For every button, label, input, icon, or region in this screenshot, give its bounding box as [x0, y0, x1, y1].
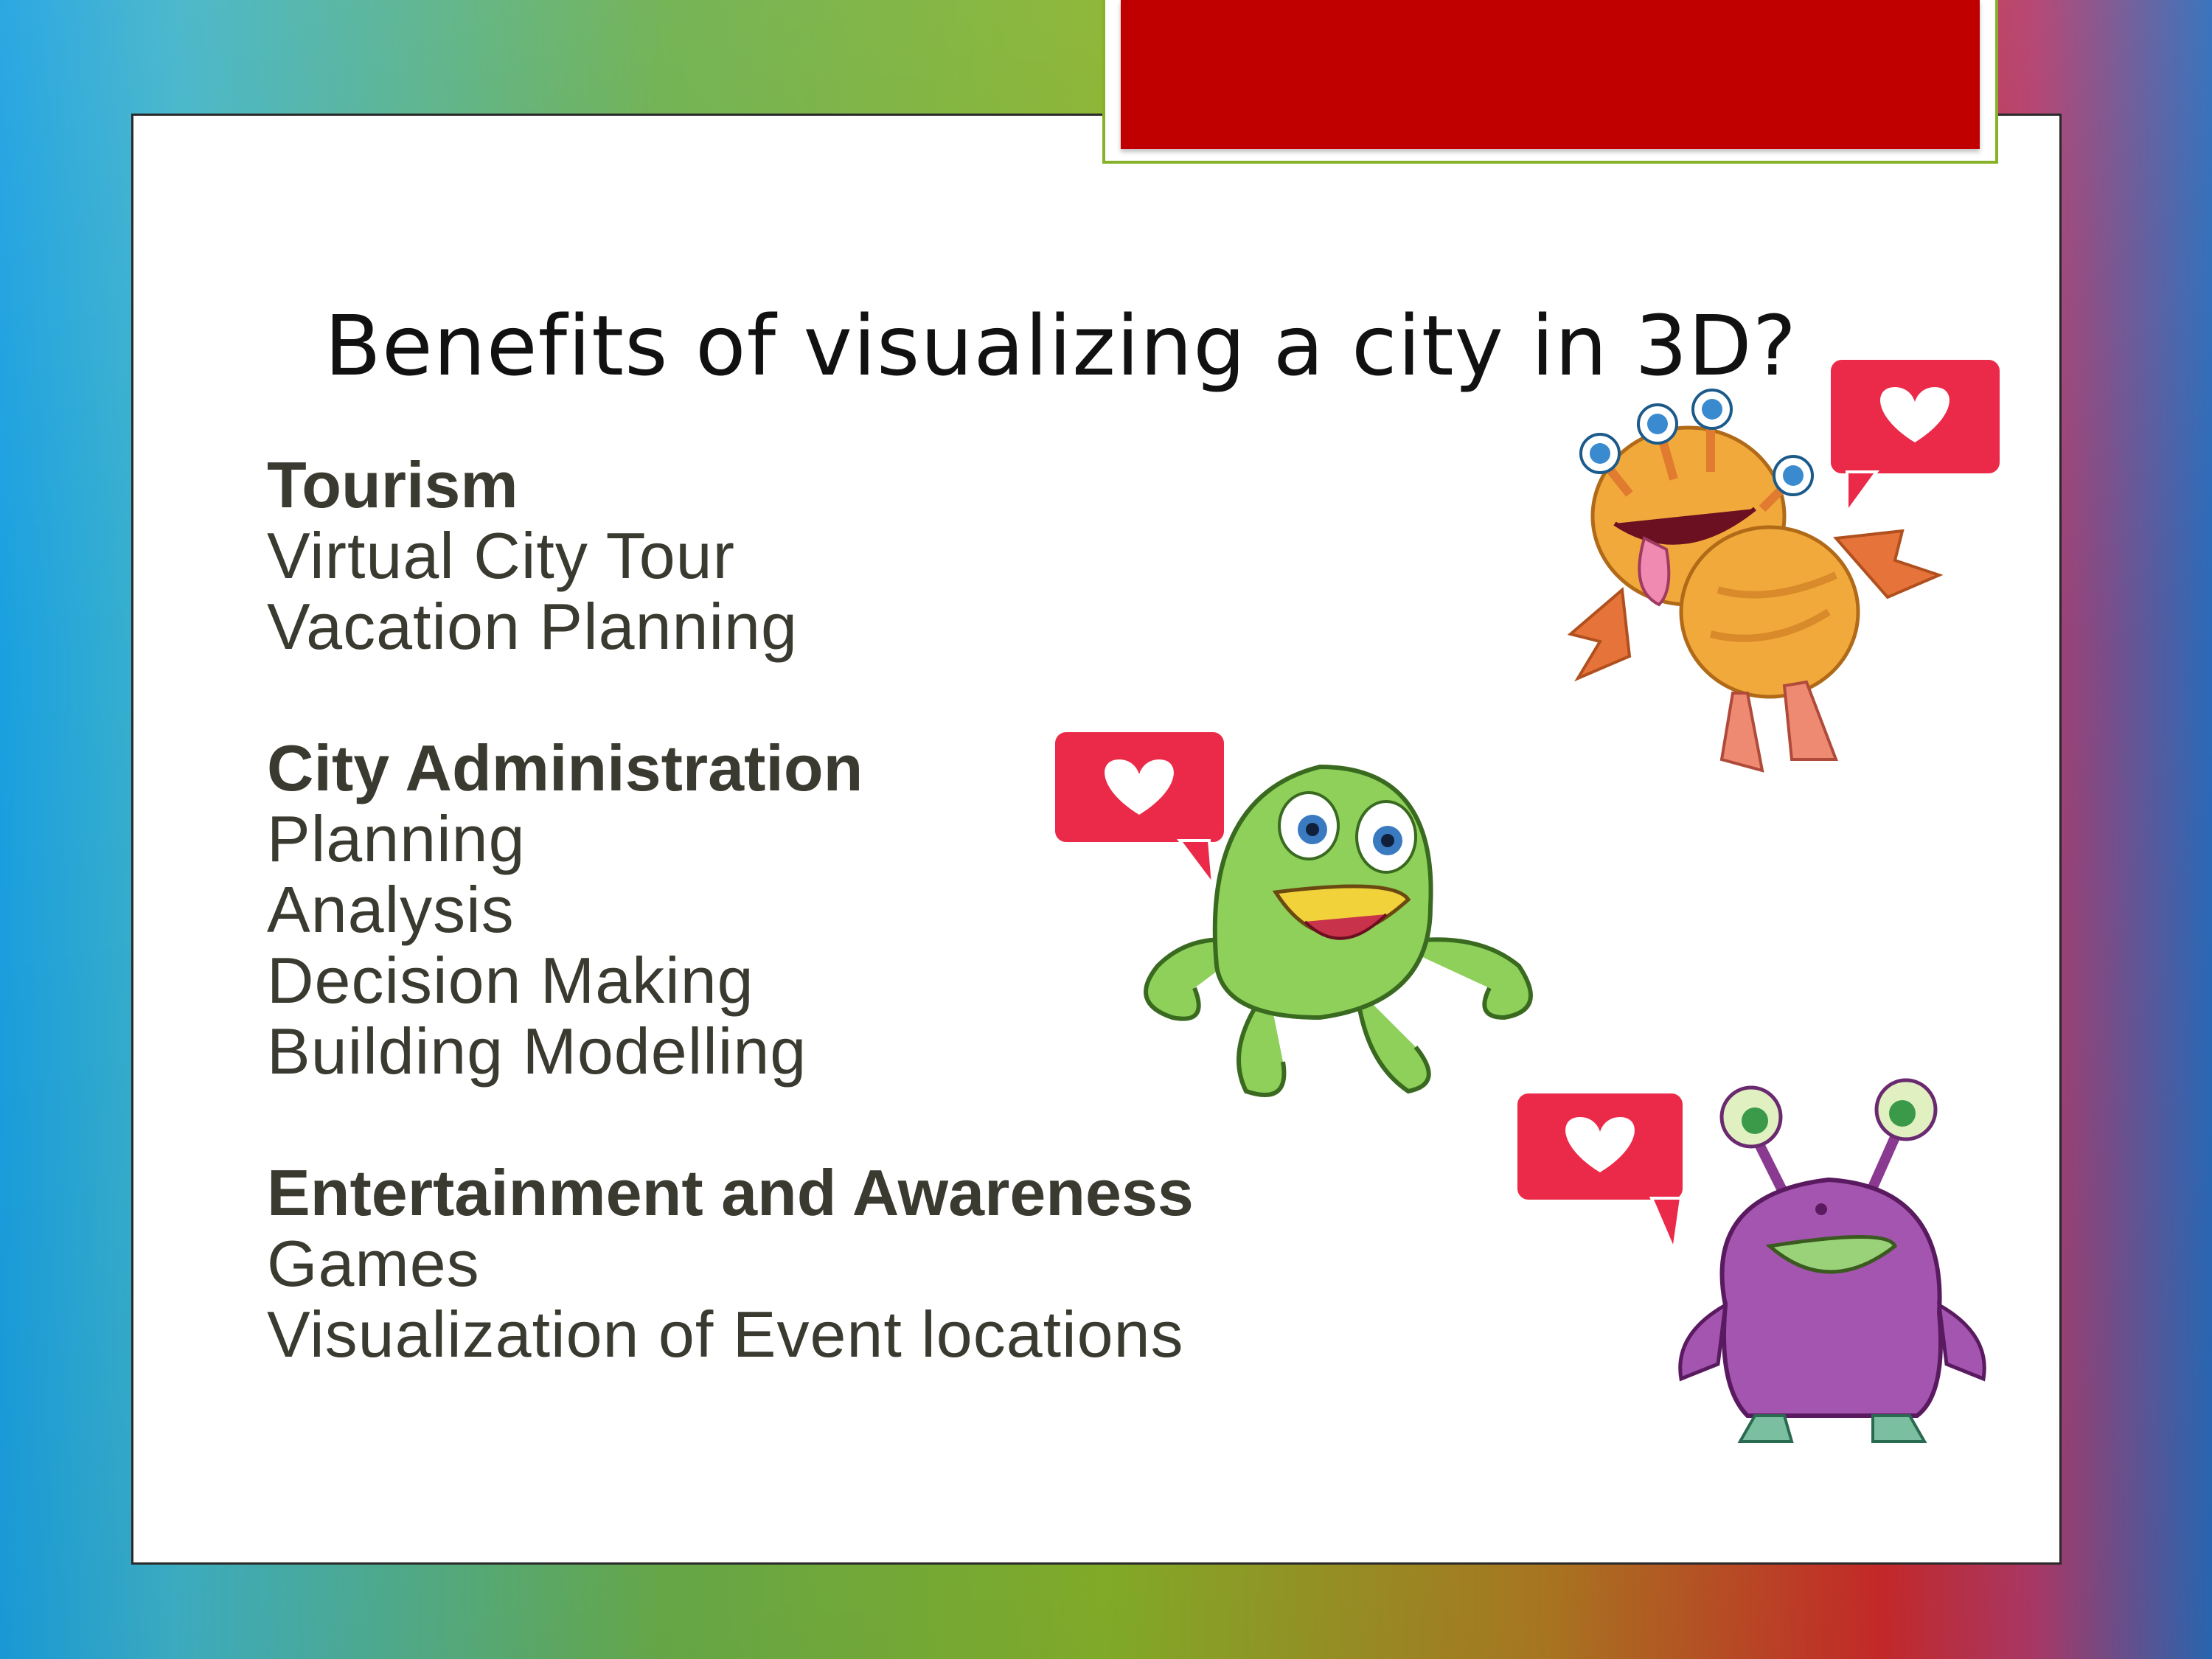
slide-title: Benefits of visualizing a city in 3D?	[324, 299, 1798, 394]
section-entertainment: Entertainment and Awareness Games Visual…	[267, 1158, 1194, 1370]
list-item: Decision Making	[267, 944, 754, 1017]
section-heading: Tourism	[267, 448, 518, 521]
list-item: Visualization of Event locations	[267, 1298, 1184, 1371]
list-item: Vacation Planning	[267, 590, 798, 663]
header-tab	[1121, 0, 1980, 149]
section-tourism: Tourism Virtual City Tour Vacation Plann…	[267, 450, 1194, 662]
heart-bubble-icon	[1051, 728, 1228, 890]
section-city-administration: City Administration Planning Analysis De…	[267, 733, 1194, 1087]
heart-icon	[1565, 1117, 1635, 1172]
purple-monster-illustration	[1513, 1078, 1986, 1443]
list-item: Building Modelling	[267, 1015, 807, 1088]
heart-bubble-icon	[1826, 355, 2004, 518]
list-item: Virtual City Tour	[267, 519, 735, 592]
heart-icon	[1880, 387, 1950, 442]
orange-monster-illustration	[1567, 355, 2004, 773]
green-octopus-monster-illustration	[1051, 728, 1533, 1097]
heart-icon	[1105, 759, 1174, 815]
list-item: Planning	[267, 802, 526, 875]
list-item: Games	[267, 1227, 480, 1300]
section-heading: City Administration	[267, 731, 863, 804]
heart-bubble-icon	[1513, 1089, 1687, 1256]
slide-content: Tourism Virtual City Tour Vacation Plann…	[267, 450, 1194, 1441]
list-item: Analysis	[267, 873, 515, 946]
section-heading: Entertainment and Awareness	[267, 1156, 1194, 1229]
